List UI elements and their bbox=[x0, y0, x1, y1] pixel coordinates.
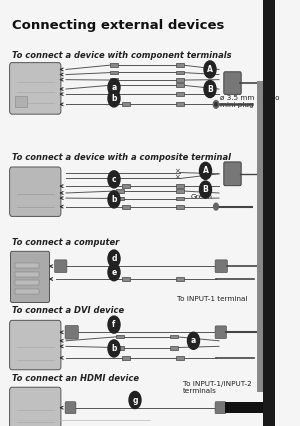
Text: ø 3.5 mm stereo
mini plug: ø 3.5 mm stereo mini plug bbox=[220, 95, 280, 108]
Bar bbox=[122, 204, 130, 208]
Circle shape bbox=[108, 79, 120, 96]
Text: To connect a DVI device: To connect a DVI device bbox=[12, 306, 124, 315]
Text: B: B bbox=[207, 84, 213, 94]
FancyBboxPatch shape bbox=[65, 402, 76, 414]
Bar bbox=[116, 189, 124, 193]
Circle shape bbox=[213, 101, 219, 108]
Text: To connect a device with component terminals: To connect a device with component termi… bbox=[12, 51, 232, 60]
Text: To connect a device with a composite terminal: To connect a device with a composite ter… bbox=[12, 153, 231, 162]
Circle shape bbox=[214, 203, 218, 210]
Bar bbox=[170, 346, 178, 349]
Circle shape bbox=[200, 181, 211, 198]
Circle shape bbox=[108, 171, 120, 188]
Text: To connect a computer: To connect a computer bbox=[12, 238, 119, 247]
Text: c: c bbox=[112, 175, 116, 184]
Bar bbox=[256, 282, 262, 290]
FancyBboxPatch shape bbox=[215, 402, 226, 414]
Bar bbox=[122, 277, 130, 281]
Bar bbox=[116, 346, 124, 349]
Circle shape bbox=[129, 391, 141, 409]
Bar bbox=[176, 63, 184, 66]
Text: b: b bbox=[111, 94, 117, 103]
Text: b: b bbox=[111, 195, 117, 204]
Bar bbox=[176, 102, 184, 106]
Text: A: A bbox=[202, 166, 208, 176]
Bar bbox=[110, 83, 118, 87]
Bar bbox=[176, 196, 184, 200]
Circle shape bbox=[188, 332, 200, 349]
Bar bbox=[15, 96, 27, 106]
Text: To INPUT-1/INPUT-2
terminals: To INPUT-1/INPUT-2 terminals bbox=[183, 381, 252, 394]
Text: a: a bbox=[111, 83, 117, 92]
FancyBboxPatch shape bbox=[224, 162, 241, 186]
Bar bbox=[176, 83, 184, 87]
Bar bbox=[116, 196, 124, 200]
Circle shape bbox=[108, 191, 120, 208]
Bar bbox=[176, 277, 184, 281]
FancyBboxPatch shape bbox=[10, 167, 61, 216]
Circle shape bbox=[108, 250, 120, 267]
Circle shape bbox=[108, 316, 120, 333]
Text: Green: Green bbox=[190, 194, 212, 200]
Circle shape bbox=[215, 103, 217, 106]
FancyBboxPatch shape bbox=[224, 72, 241, 95]
Bar bbox=[122, 102, 130, 106]
Text: B: B bbox=[202, 185, 208, 194]
Circle shape bbox=[200, 162, 211, 179]
Bar bbox=[176, 204, 184, 208]
Bar bbox=[176, 70, 184, 74]
FancyBboxPatch shape bbox=[215, 326, 226, 339]
Text: a: a bbox=[191, 336, 196, 345]
Circle shape bbox=[204, 81, 216, 98]
Bar bbox=[256, 87, 262, 96]
Bar bbox=[122, 184, 130, 188]
Circle shape bbox=[108, 264, 120, 281]
Bar bbox=[170, 335, 178, 338]
Text: To INPUT-1 terminal: To INPUT-1 terminal bbox=[177, 296, 248, 302]
Bar bbox=[110, 63, 118, 66]
FancyBboxPatch shape bbox=[215, 260, 227, 273]
Bar bbox=[262, 0, 274, 426]
FancyBboxPatch shape bbox=[11, 251, 50, 302]
Bar bbox=[176, 78, 184, 82]
FancyBboxPatch shape bbox=[10, 387, 61, 426]
Bar bbox=[122, 356, 130, 360]
FancyBboxPatch shape bbox=[55, 260, 67, 273]
Bar bbox=[225, 402, 262, 413]
Text: f: f bbox=[112, 320, 116, 329]
Text: b: b bbox=[111, 344, 117, 353]
Text: ×: × bbox=[174, 168, 180, 174]
Bar bbox=[110, 70, 118, 74]
Bar bbox=[116, 335, 124, 338]
Bar bbox=[15, 272, 39, 277]
Bar bbox=[15, 289, 39, 294]
Circle shape bbox=[204, 61, 216, 78]
Bar bbox=[110, 92, 118, 96]
Text: To connect an HDMI device: To connect an HDMI device bbox=[12, 374, 139, 383]
FancyBboxPatch shape bbox=[10, 63, 61, 114]
FancyBboxPatch shape bbox=[65, 325, 78, 339]
Text: e: e bbox=[111, 268, 117, 277]
Text: A: A bbox=[207, 65, 213, 74]
Circle shape bbox=[108, 90, 120, 107]
Text: d: d bbox=[111, 254, 117, 263]
Text: ×: × bbox=[174, 174, 180, 180]
Bar bbox=[256, 81, 263, 392]
Bar bbox=[15, 263, 39, 268]
Text: g: g bbox=[132, 395, 138, 405]
Bar bbox=[176, 92, 184, 96]
Bar bbox=[176, 189, 184, 193]
Bar bbox=[176, 184, 184, 188]
Bar bbox=[176, 356, 184, 360]
Bar bbox=[15, 280, 39, 285]
Text: Connecting external devices: Connecting external devices bbox=[12, 19, 224, 32]
Bar bbox=[256, 190, 262, 198]
Bar bbox=[110, 78, 118, 82]
Circle shape bbox=[108, 340, 120, 357]
FancyBboxPatch shape bbox=[10, 320, 61, 370]
